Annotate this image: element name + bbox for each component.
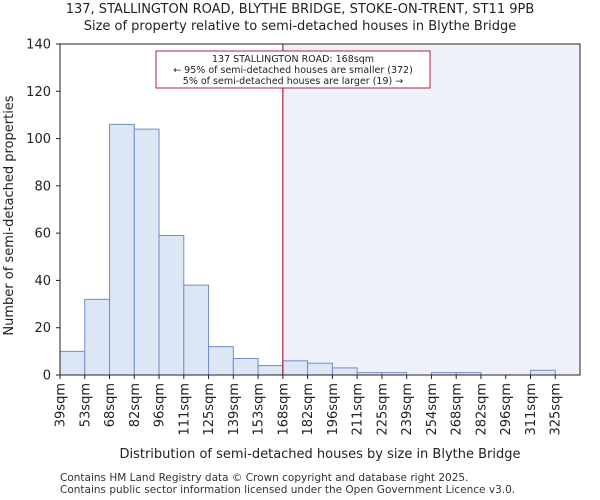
- histogram-chart: 0 20 40 60 80 100 120 140 39sqm 53sqm 68sqm 82sqm 96…: [2, 38, 581, 462]
- footer-copyright: Contains HM Land Registry data © Crown c…: [60, 472, 469, 484]
- x-tick-label: 196sqm: [326, 383, 341, 436]
- histogram-bar: [109, 123, 135, 376]
- annotation-line-1: 137 STALLINGTON ROAD: 168sqm: [212, 54, 374, 65]
- histogram-bar: [257, 365, 284, 376]
- histogram-bar: [84, 298, 111, 376]
- x-tick-label: 53sqm: [78, 383, 93, 427]
- y-tick-label: 60: [34, 227, 51, 242]
- x-tick-label: 111sqm: [177, 383, 192, 436]
- x-tick-label: 82sqm: [128, 383, 143, 427]
- x-axis-label: Distribution of semi-detached houses by …: [119, 447, 520, 462]
- x-tick-label: 211sqm: [351, 383, 366, 436]
- y-tick-label: 80: [34, 179, 51, 194]
- y-tick-label: 0: [43, 369, 51, 384]
- annotation-box: [155, 50, 431, 89]
- x-tick-label: 68sqm: [103, 383, 118, 427]
- histogram-bar: [232, 357, 259, 376]
- histogram-bar: [331, 367, 358, 376]
- x-tick-label: 139sqm: [227, 383, 242, 436]
- x-tick-label: 39sqm: [54, 383, 69, 427]
- histogram-bar: [133, 128, 160, 376]
- x-tick-label: 125sqm: [202, 383, 217, 436]
- chart-title: 137, STALLINGTON ROAD, BLYTHE BRIDGE, ST…: [65, 2, 535, 17]
- histogram-bar: [208, 346, 234, 376]
- x-tick-label: 239sqm: [400, 383, 415, 436]
- x-tick-label: 268sqm: [450, 383, 465, 436]
- histogram-bar: [529, 369, 556, 376]
- x-tick-label: 282sqm: [474, 383, 489, 436]
- x-tick-label: 168sqm: [276, 383, 291, 436]
- x-tick-label: 325sqm: [549, 383, 564, 436]
- x-tick-label: 225sqm: [375, 383, 390, 436]
- footer-licence: Contains public sector information licen…: [60, 484, 516, 496]
- histogram-bar: [282, 360, 309, 376]
- annotation-line-3: 5% of semi-detached houses are larger (1…: [183, 76, 403, 87]
- x-tick-label: 96sqm: [153, 383, 168, 427]
- histogram-bar: [158, 235, 185, 376]
- histogram-bar: [59, 350, 86, 376]
- x-tick-label: 296sqm: [499, 383, 514, 436]
- histogram-bar: [307, 362, 333, 376]
- y-tick-label: 140: [26, 38, 51, 53]
- highlight-region: [282, 44, 580, 375]
- annotation-line-2: ← 95% of semi-detached houses are smalle…: [173, 65, 413, 76]
- y-tick-label: 40: [34, 274, 51, 289]
- x-tick-label: 182sqm: [301, 383, 316, 436]
- chart-subtitle: Size of property relative to semi-detach…: [83, 19, 517, 34]
- histogram-bar: [183, 284, 210, 376]
- y-tick-label: 100: [26, 132, 51, 147]
- y-tick-label: 20: [34, 321, 51, 336]
- x-tick-label: 153sqm: [252, 383, 267, 436]
- y-tick-label: 120: [26, 85, 51, 100]
- x-tick-label: 254sqm: [425, 383, 440, 436]
- x-tick-label: 311sqm: [524, 383, 539, 436]
- plot-frame: [59, 43, 581, 376]
- y-axis-label: Number of semi-detached properties: [2, 95, 17, 335]
